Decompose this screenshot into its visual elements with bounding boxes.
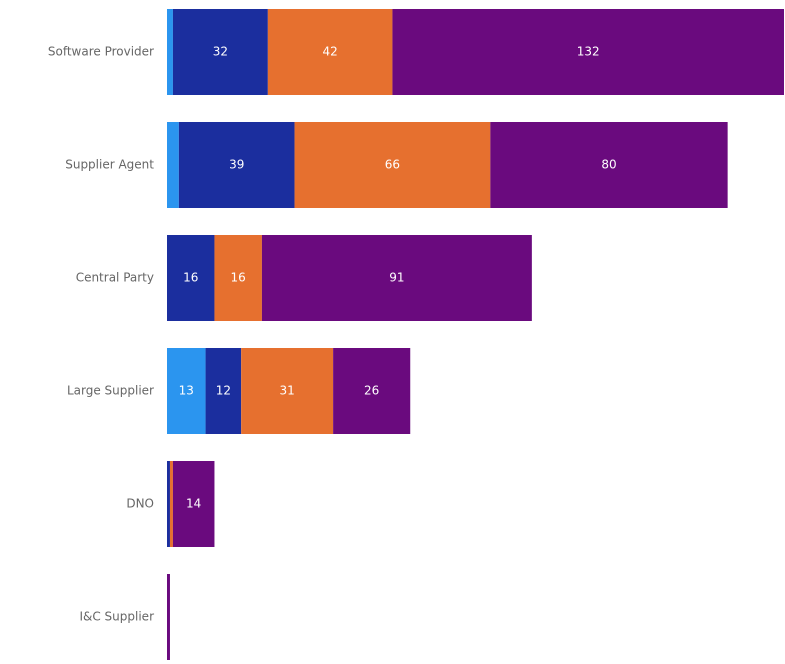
bar-segment xyxy=(205,348,242,434)
bar-segment xyxy=(392,9,784,95)
bar-segment xyxy=(178,122,295,208)
data-label: 31 xyxy=(279,384,294,398)
data-label: 16 xyxy=(231,271,246,285)
bar-segment xyxy=(167,9,173,95)
data-label: 80 xyxy=(601,158,616,172)
data-label: 39 xyxy=(229,158,244,172)
bar-segment xyxy=(172,9,268,95)
bar-segment xyxy=(167,348,206,434)
bar-segment xyxy=(167,461,170,547)
data-label: 32 xyxy=(213,45,228,59)
bar-segment xyxy=(261,235,532,321)
bar-segment xyxy=(294,122,491,208)
data-label: 13 xyxy=(179,384,194,398)
bar-segment xyxy=(169,461,173,547)
bar-segment xyxy=(267,9,393,95)
bar-segment xyxy=(241,348,334,434)
bar-segment xyxy=(167,122,179,208)
data-label: 42 xyxy=(323,45,338,59)
bar-segment xyxy=(172,461,215,547)
category-label: Large Supplier xyxy=(67,384,154,398)
category-label: Supplier Agent xyxy=(65,158,154,172)
data-label: 12 xyxy=(216,384,231,398)
data-label: 132 xyxy=(577,45,600,59)
data-label: 16 xyxy=(183,271,198,285)
data-label: 66 xyxy=(385,158,400,172)
category-label: Central Party xyxy=(76,271,154,285)
category-label: DNO xyxy=(126,497,154,511)
bar-segment xyxy=(167,574,170,660)
category-label: Software Provider xyxy=(48,45,154,59)
bar-segment xyxy=(167,235,215,321)
data-label: 26 xyxy=(364,384,379,398)
data-label: 91 xyxy=(389,271,404,285)
data-label: 14 xyxy=(186,497,201,511)
bar-segment xyxy=(214,235,262,321)
bar-segment xyxy=(333,348,411,434)
category-label: I&C Supplier xyxy=(79,610,154,624)
bar-segment xyxy=(490,122,728,208)
